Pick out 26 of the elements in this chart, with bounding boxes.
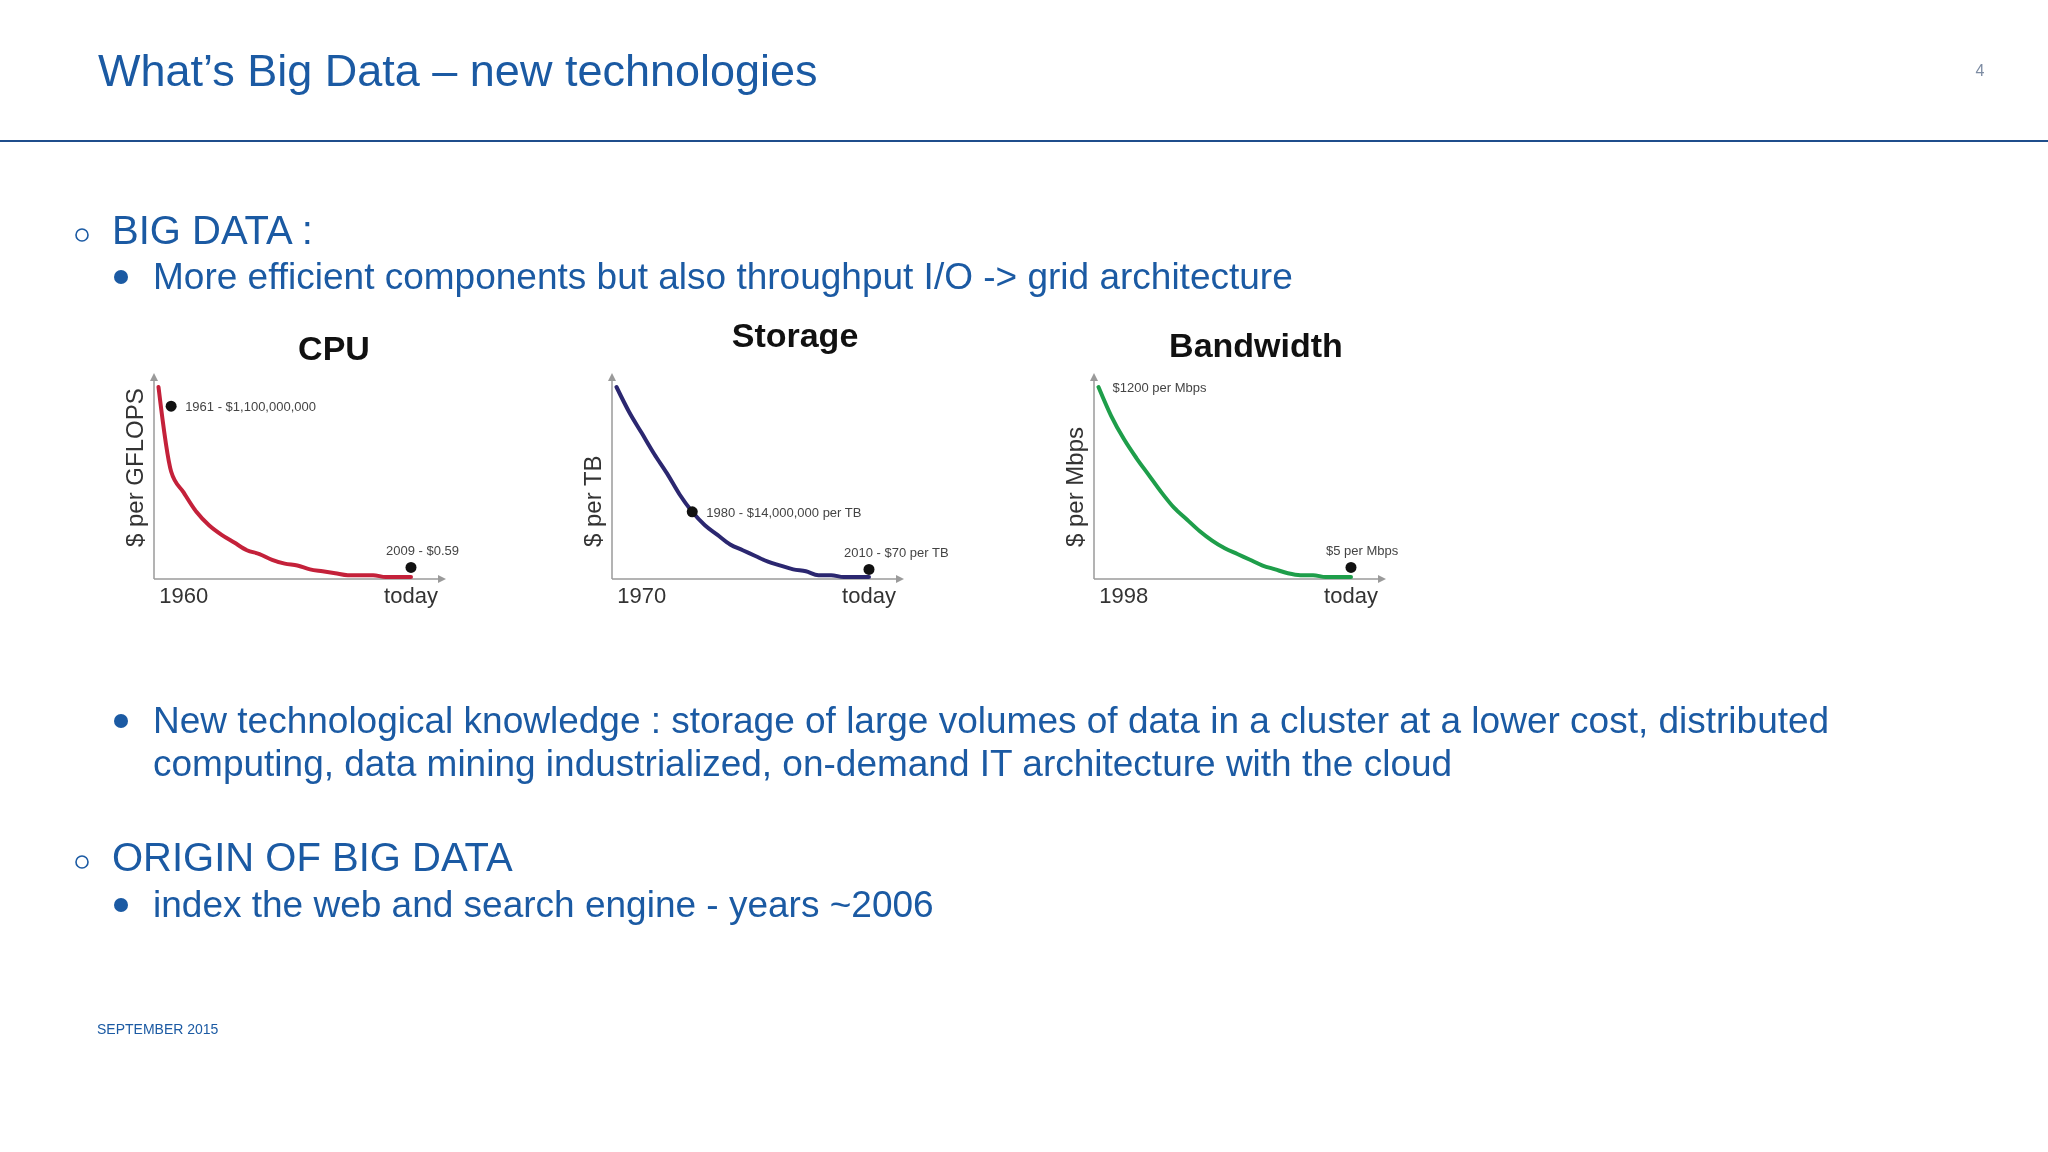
x-tick-label: 1998	[1099, 583, 1149, 608]
chart-title: Bandwidth	[1169, 326, 1343, 364]
x-tick-label: 1960	[159, 583, 209, 608]
x-tick-label: today	[384, 583, 438, 608]
text: More efficient components but also throughput I/O -> grid architecture	[153, 256, 1293, 297]
x-tick-label: today	[842, 583, 896, 608]
text: What’s Big Data – new technologies	[98, 45, 818, 96]
y-axis-title: $ per Mbps	[1061, 426, 1088, 547]
y-axis-title: $ per TB	[579, 455, 606, 547]
annotation: $5 per Mbps	[1326, 543, 1399, 559]
annotation: 2009 - $0.59	[386, 543, 460, 559]
text: SEPTEMBER 2015	[97, 1021, 219, 1037]
text: BIG DATA :	[112, 208, 313, 252]
y-axis-title: $ per GFLOPS	[121, 388, 148, 547]
text: index the web and search engine - years ~2006	[153, 884, 934, 925]
chart-title: Storage	[731, 316, 859, 354]
text: New technological knowledge : storage of large volumes of data in a cluster at a lower cost, distributed computing, data mining industrialized, on-demand IT architecture with the cloud	[153, 700, 1830, 784]
text: ORIGIN OF BIG DATA	[112, 835, 514, 879]
x-tick-label: 1970	[617, 583, 667, 608]
text: 4	[1975, 62, 1985, 79]
annotation: $1200 per Mbps	[1112, 380, 1207, 395]
annotation: 1961 - $1,100,000,000	[185, 399, 316, 415]
annotation: 1980 - $14,000,000 per TB	[706, 504, 862, 520]
annotation: 2010 - $70 per TB	[844, 545, 949, 561]
x-tick-label: today	[1324, 583, 1378, 608]
chart-title: CPU	[298, 329, 370, 367]
